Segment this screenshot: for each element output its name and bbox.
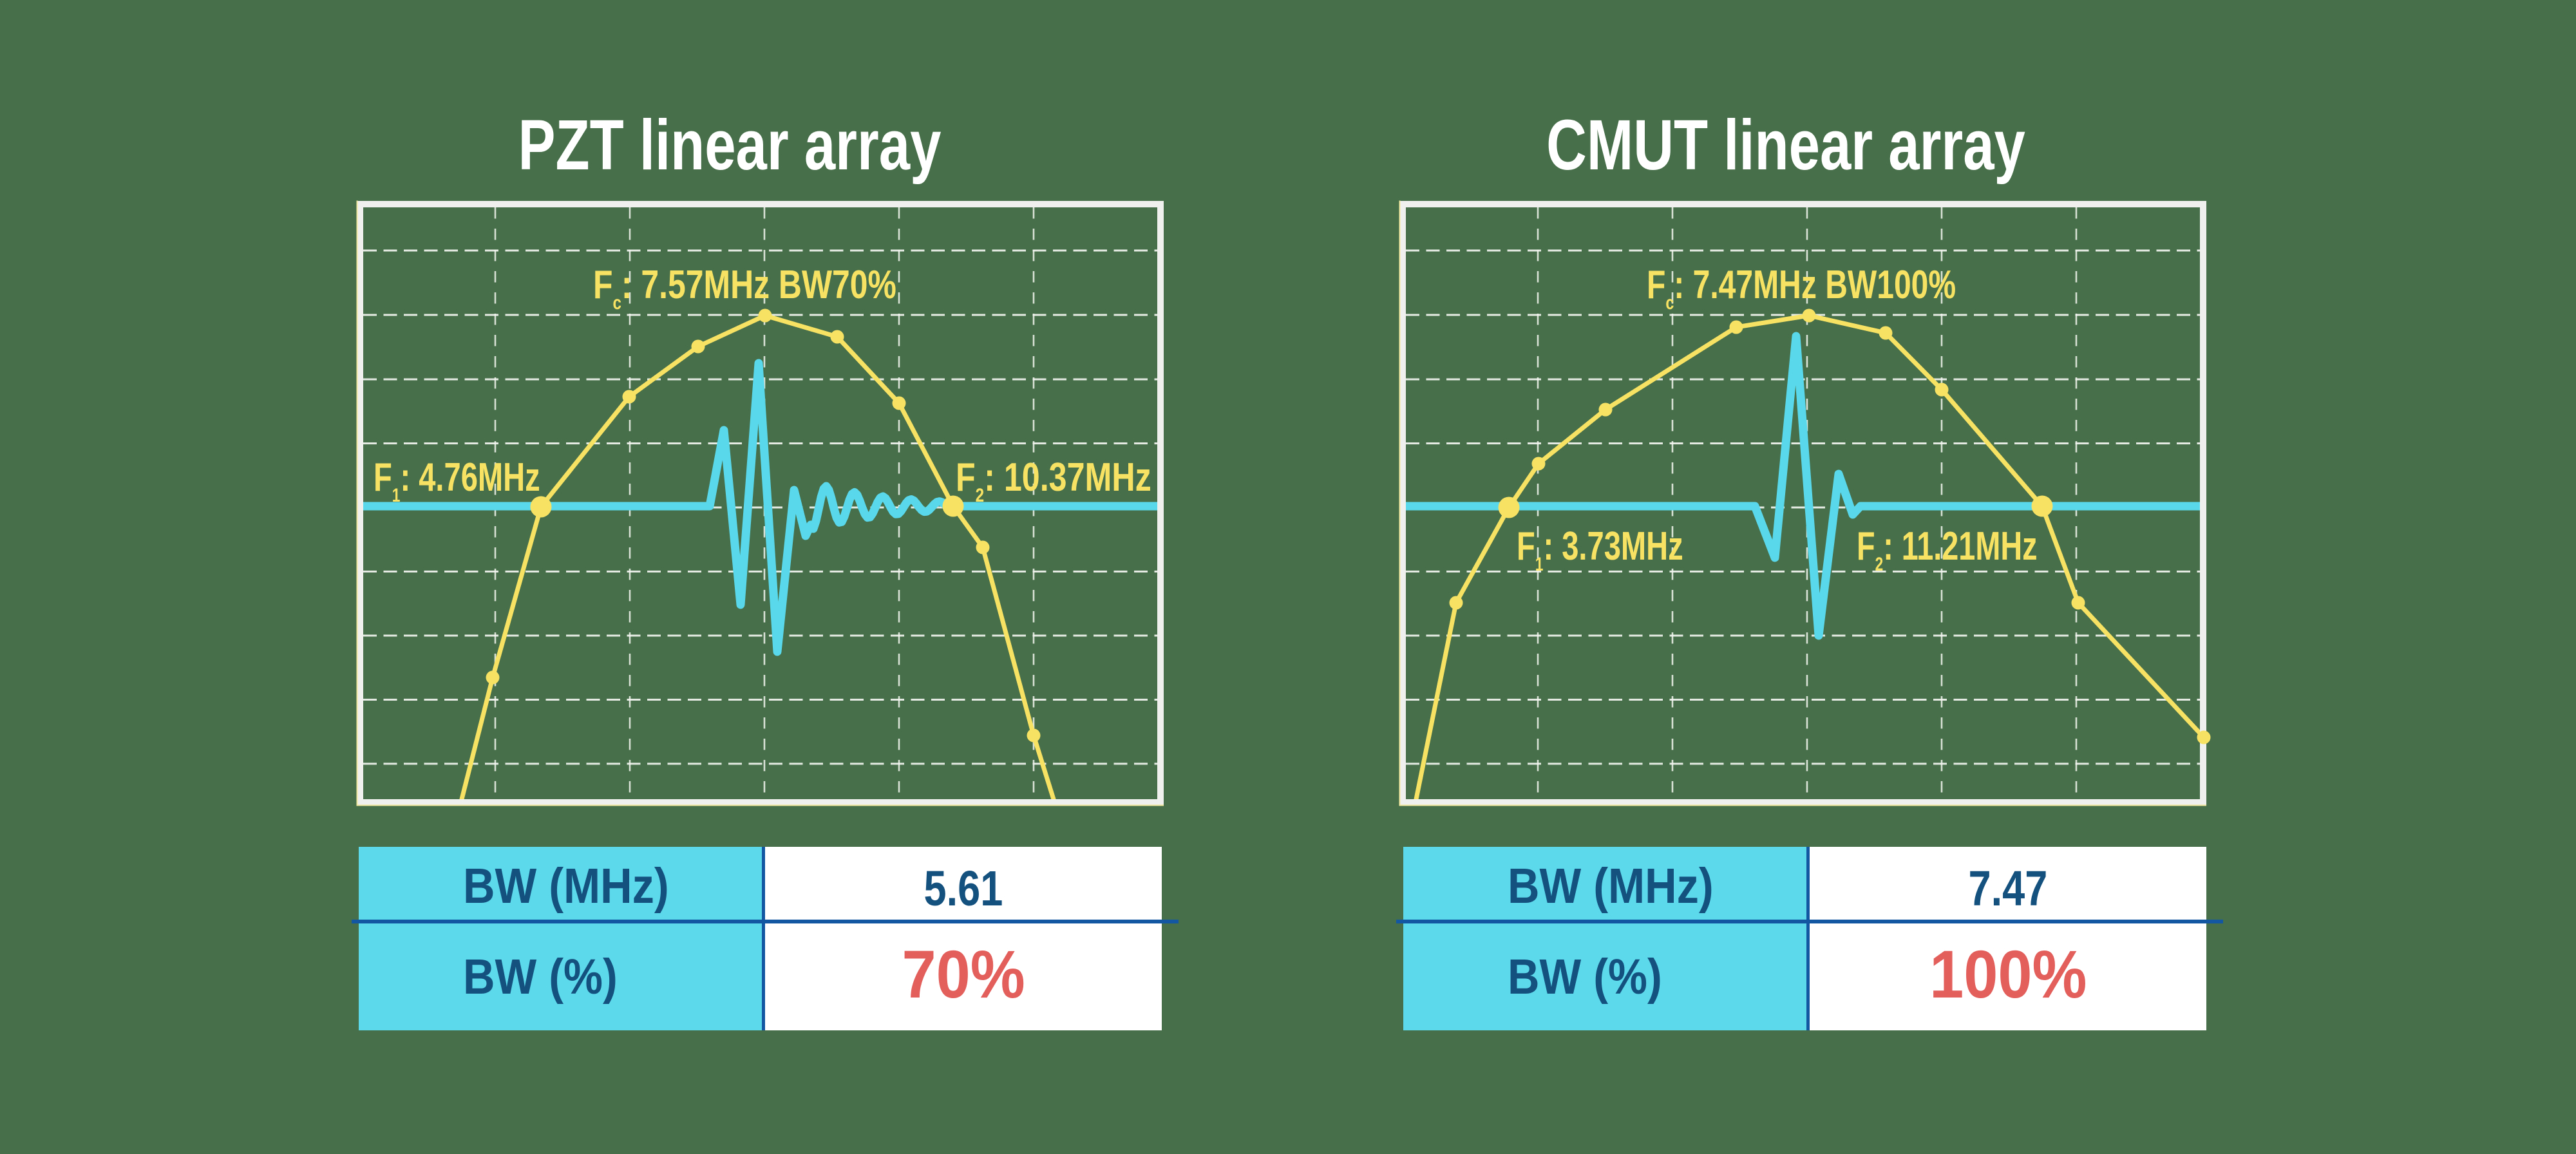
svg-text:Fc​: 7.47MHz BW100%: Fc​: 7.47MHz BW100%: [1647, 262, 1956, 314]
svg-text:F1​: 4.76MHz: F1​: 4.76MHz: [374, 455, 540, 506]
svg-text:F2​: 11.21MHz: F2​: 11.21MHz: [1857, 524, 2038, 575]
svg-text:Fc​: 7.57MHz BW70%: Fc​: 7.57MHz BW70%: [593, 262, 896, 314]
svg-text:F1​: 3.73MHz: F1​: 3.73MHz: [1517, 524, 1683, 575]
svg-text:F2​: 10.37MHz: F2​: 10.37MHz: [956, 455, 1151, 506]
